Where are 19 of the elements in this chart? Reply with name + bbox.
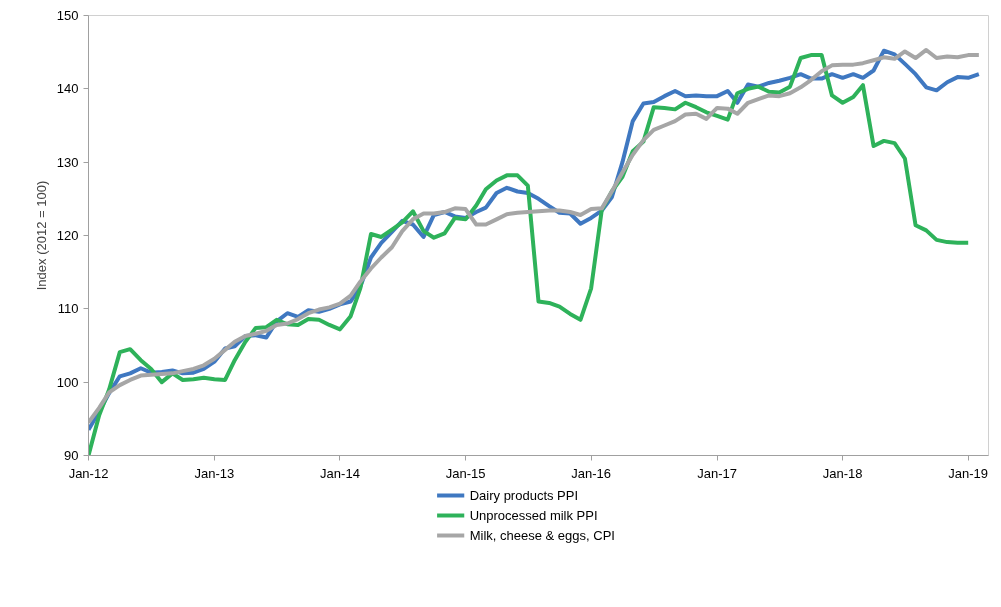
y-tick-label: 130: [56, 154, 79, 170]
y-tick-label: 110: [57, 301, 79, 317]
legend-label: Unprocessed milk PPI: [469, 508, 598, 523]
y-tick-label: 150: [56, 8, 79, 23]
x-tick-label: Jan-18: [822, 465, 863, 481]
y-tick-label: 100: [56, 374, 79, 390]
y-tick-label: 90: [64, 448, 79, 463]
y-axis-title: Index (2012 = 100): [33, 180, 49, 291]
x-tick-label: Jan-12: [68, 465, 109, 481]
y-tick-label: 140: [56, 81, 79, 97]
legend-label: Dairy products PPI: [469, 488, 579, 503]
x-tick-label: Jan-13: [194, 465, 235, 481]
legend-label: Milk, cheese & eggs, CPI: [469, 528, 615, 543]
y-tick-label: 120: [56, 228, 79, 243]
x-tick-label: Jan-14: [320, 465, 360, 481]
x-tick-label: Jan-19: [948, 465, 989, 481]
x-tick-label: Jan-16: [571, 465, 612, 481]
x-tick-label: Jan-17: [697, 465, 737, 481]
x-tick-label: Jan-15: [445, 465, 486, 481]
